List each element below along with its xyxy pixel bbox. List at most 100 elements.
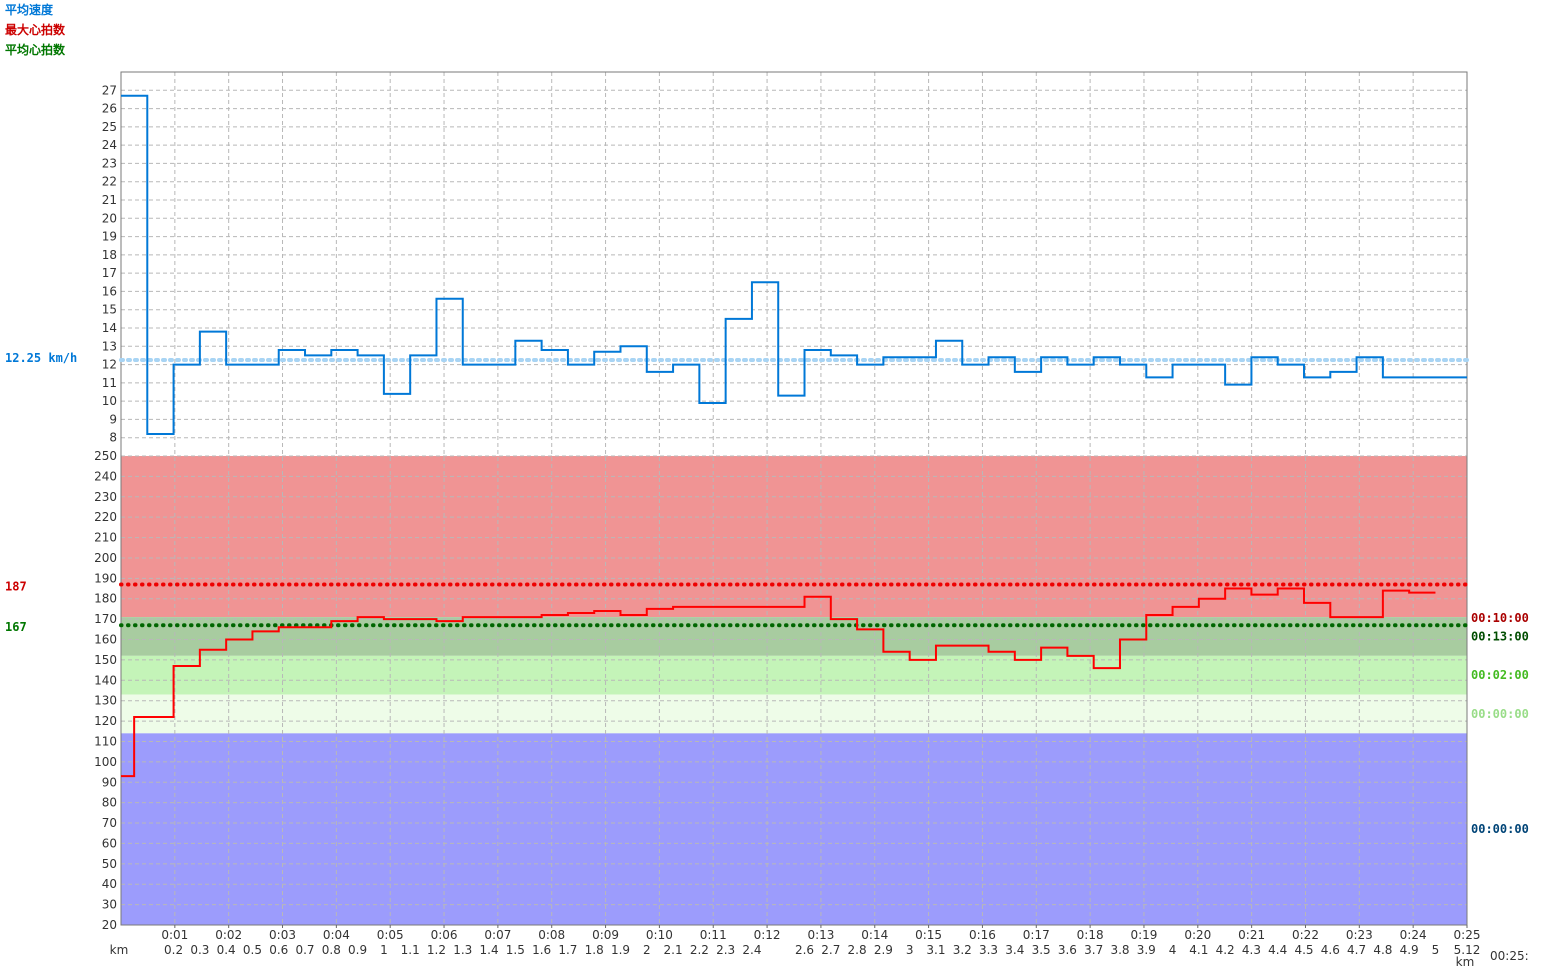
hr-tick-label: 130	[94, 694, 117, 708]
hr-zone-band	[121, 733, 1467, 925]
time-tick-label: 0:25	[1454, 928, 1481, 942]
hr-tick-label: 70	[102, 816, 117, 830]
km-tick-label: 3.1	[926, 943, 945, 957]
zone-time-label: 00:13:00	[1471, 629, 1529, 643]
hr-tick-label: 150	[94, 653, 117, 667]
speed-tick-label: 11	[102, 376, 117, 390]
time-tick-label: 0:09	[592, 928, 619, 942]
legend-speed: 平均速度	[5, 3, 53, 17]
km-unit-left: km	[110, 943, 129, 957]
legend-max-hr-label: 最大心拍数	[5, 23, 66, 37]
km-tick-label: 2.9	[874, 943, 893, 957]
grid	[121, 72, 1468, 926]
avg-hr-value: 167	[5, 620, 27, 634]
avg-speed-value: 12.25 km/h	[5, 351, 77, 365]
speed-tick-label: 10	[102, 394, 117, 408]
km-tick-label: 4.7	[1347, 943, 1366, 957]
speed-tick-label: 16	[102, 284, 117, 298]
km-unit-right: km	[1456, 955, 1475, 969]
time-tick-label: 0:15	[915, 928, 942, 942]
km-tick-label: 5.12	[1454, 943, 1481, 957]
km-tick-label: 0.5	[243, 943, 262, 957]
time-tick-label: 0:24	[1400, 928, 1427, 942]
speed-tick-label: 21	[102, 193, 117, 207]
km-tick-label: 3.5	[1032, 943, 1051, 957]
hr-tick-label: 200	[94, 551, 117, 565]
km-tick-label: 4.2	[1216, 943, 1235, 957]
hr-tick-label: 190	[94, 571, 117, 585]
zone-time-label: 00:02:00	[1471, 668, 1529, 682]
zone-time-label: 00:00:00	[1471, 822, 1529, 836]
km-tick-label: 3.4	[1005, 943, 1024, 957]
km-tick-label: 1	[380, 943, 388, 957]
speed-tick-label: 13	[102, 339, 117, 353]
zone-time-label: 00:10:00	[1471, 611, 1529, 625]
speed-tick-label: 24	[102, 138, 117, 152]
speed-tick-label: 26	[102, 102, 117, 116]
km-tick-label: 0.4	[217, 943, 236, 957]
km-tick-label: 4.9	[1400, 943, 1419, 957]
km-tick-label: 3.9	[1137, 943, 1156, 957]
time-tick-label: 0:10	[646, 928, 673, 942]
km-tick-label: 3.6	[1058, 943, 1077, 957]
time-tick-label: 0:23	[1346, 928, 1373, 942]
speed-tick-label: 18	[102, 248, 117, 262]
km-tick-label: 2.8	[848, 943, 867, 957]
hr-tick-label: 140	[94, 673, 117, 687]
km-tick-label: 2.7	[821, 943, 840, 957]
hr-zone-band	[121, 456, 1467, 618]
time-tick-label: 0:20	[1184, 928, 1211, 942]
speed-tick-label: 12	[102, 358, 117, 372]
hr-series-line	[121, 587, 1436, 778]
time-tick-label: 0:11	[700, 928, 727, 942]
km-tick-label: 0.7	[295, 943, 314, 957]
speed-tick-label: 20	[102, 211, 117, 225]
time-tick-label: 0:16	[969, 928, 996, 942]
km-tick-label: 0.6	[269, 943, 288, 957]
speed-tick-label: 14	[102, 321, 117, 335]
hr-tick-label: 160	[94, 633, 117, 647]
km-tick-label: 0.9	[348, 943, 367, 957]
km-tick-label: 1.9	[611, 943, 630, 957]
hr-tick-label: 240	[94, 469, 117, 483]
max-hr-value: 187	[5, 579, 27, 593]
speed-series-line	[121, 94, 1467, 436]
km-tick-label: 2.4	[742, 943, 761, 957]
time-tick-label: 0:06	[431, 928, 458, 942]
time-tick-label: 0:12	[754, 928, 781, 942]
hr-tick-label: 90	[102, 775, 117, 789]
time-tick-label: 0:14	[861, 928, 888, 942]
hr-tick-label: 80	[102, 796, 117, 810]
hr-tick-label: 230	[94, 490, 117, 504]
km-tick-label: 3.7	[1084, 943, 1103, 957]
hr-tick-label: 220	[94, 510, 117, 524]
km-tick-label: 0.2	[164, 943, 183, 957]
legend-avg-hr: 平均心拍数	[5, 43, 65, 57]
hr-tick-label: 60	[102, 836, 117, 850]
km-tick-label: 4.1	[1189, 943, 1208, 957]
km-tick-label: 1.1	[401, 943, 420, 957]
km-tick-label: 5	[1432, 943, 1440, 957]
km-tick-label: 2.3	[716, 943, 735, 957]
time-tick-label: 0:01	[161, 928, 188, 942]
hr-zone-band	[121, 655, 1467, 695]
legend-avg-hr-label: 平均心拍数	[5, 43, 66, 57]
speed-tick-label: 19	[102, 230, 117, 244]
speed-tick-label: 8	[109, 431, 117, 445]
km-tick-label: 1.7	[558, 943, 577, 957]
hr-tick-label: 110	[94, 734, 117, 748]
hr-tick-label: 50	[102, 857, 117, 871]
speed-tick-label: 9	[109, 412, 117, 426]
km-tick-label: 3.3	[979, 943, 998, 957]
hr-zone-band	[121, 617, 1467, 656]
time-tick-label: 0:02	[215, 928, 242, 942]
km-tick-label: 4.4	[1268, 943, 1287, 957]
km-tick-label: 1.5	[506, 943, 525, 957]
km-tick-label: 4.3	[1242, 943, 1261, 957]
km-tick-label: 0.3	[190, 943, 209, 957]
legend-speed-label: 平均速度	[5, 3, 54, 17]
hr-tick-label: 100	[94, 755, 117, 769]
speed-tick-label: 27	[102, 83, 117, 97]
time-tick-label: 0:18	[1077, 928, 1104, 942]
speed-tick-label: 23	[102, 156, 117, 170]
